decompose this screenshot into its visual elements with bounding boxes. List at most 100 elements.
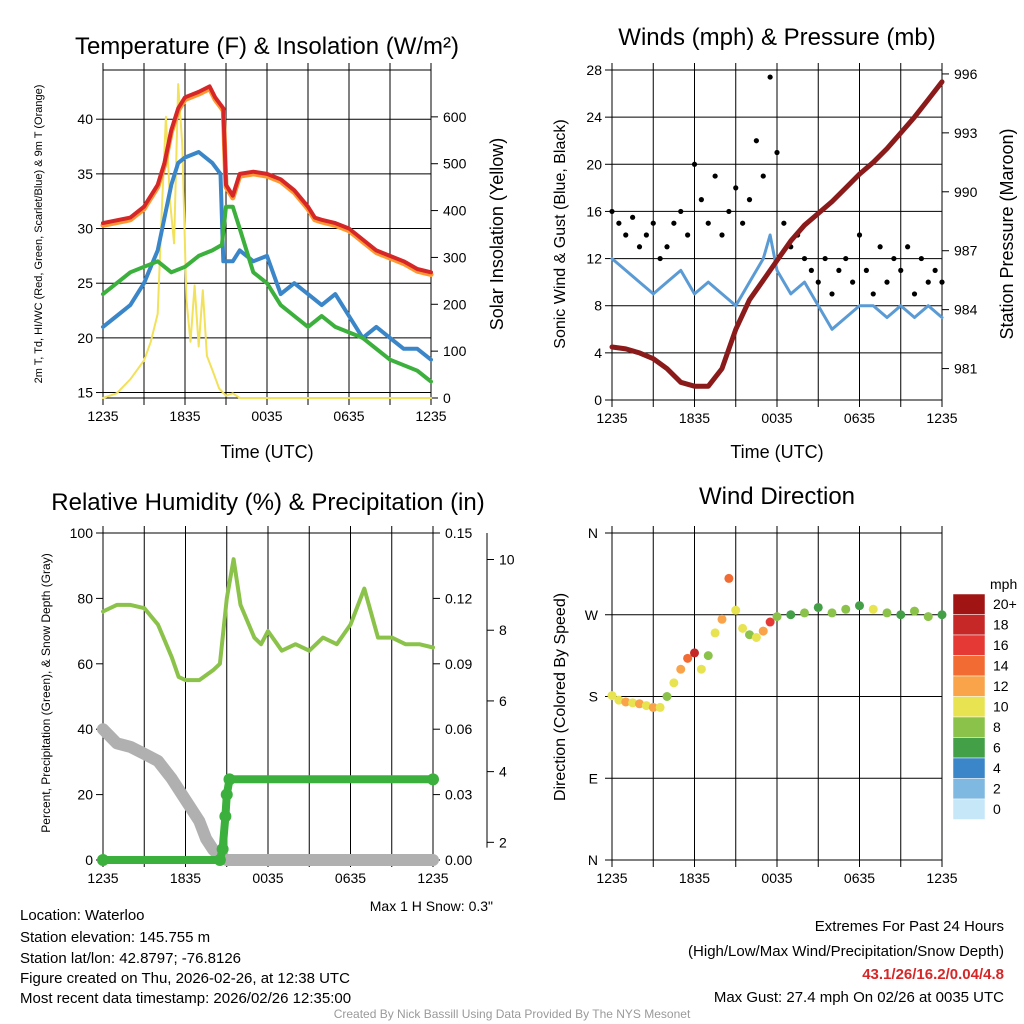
gust-point <box>733 185 739 191</box>
rh-ytick-label: 80 <box>77 590 93 606</box>
rh-y3tick-label: 8 <box>499 622 507 638</box>
temp-y2tick-label: 100 <box>443 343 467 359</box>
gust-point <box>678 208 684 215</box>
temp-ylabel-left: 2m T, Td, HI/WC (Red, Green, Scarlet/Blu… <box>33 85 45 384</box>
legend-label: 4 <box>993 760 1001 776</box>
precip-point <box>216 843 229 856</box>
dir-ytick-label: W <box>585 607 599 623</box>
gust-point <box>698 197 704 203</box>
gust-point <box>753 138 759 144</box>
direction-point <box>703 651 713 661</box>
legend-label: 18 <box>993 617 1009 633</box>
gust-point <box>870 291 876 297</box>
temp-y2tick-label: 500 <box>443 156 467 172</box>
direction-point <box>786 610 796 620</box>
direction-point <box>745 630 754 640</box>
rh-line <box>101 557 435 683</box>
gust-point <box>808 267 814 273</box>
legend-swatch <box>952 675 986 697</box>
gust-point <box>856 232 863 238</box>
rh-title: Relative Humidity (%) & Precipitation (i… <box>51 489 484 516</box>
rh-y2tick-label: 0.03 <box>445 787 472 803</box>
direction-point <box>813 602 823 612</box>
recent-timestamp: Most recent data timestamp: 2026/02/26 1… <box>20 990 352 1007</box>
direction-point <box>690 648 699 658</box>
direction-point <box>765 617 775 627</box>
gust-point <box>712 173 718 179</box>
dir-xtick-label: 1835 <box>679 870 710 886</box>
direction-point <box>655 702 665 712</box>
precip-point <box>219 810 232 823</box>
gust-point <box>630 214 636 220</box>
direction-point <box>662 692 672 701</box>
rh-ytick-label: 60 <box>77 656 93 672</box>
extremes-values: 43.1/26/16.2/0.04/4.8 <box>862 966 1004 983</box>
direction-point <box>669 678 679 688</box>
legend-label: 10 <box>993 699 1009 715</box>
dewpoint-line <box>101 204 433 384</box>
wind-xlabel: Time (UTC) <box>730 442 823 462</box>
direction-point <box>628 698 638 708</box>
gust-point <box>822 255 828 262</box>
temp-y2tick-label: 200 <box>443 296 467 312</box>
dir-title: Wind Direction <box>699 483 855 510</box>
gust-point <box>685 232 691 238</box>
rh-xtick-label: 1235 <box>87 870 118 886</box>
direction-point <box>641 701 651 711</box>
direction-point <box>868 604 878 614</box>
direction-point <box>855 601 864 611</box>
wind-title: Winds (mph) & Pressure (mb) <box>618 24 935 51</box>
wind-ytick-label: 16 <box>586 203 602 219</box>
temp-ytick-label: 30 <box>77 221 93 237</box>
direction-point <box>676 664 686 674</box>
temp-xtick-label: 0635 <box>333 408 364 424</box>
dir-xtick-label: 1235 <box>596 870 627 886</box>
wind-y2tick-label: 987 <box>954 243 978 259</box>
legend-label: 20+ <box>993 596 1017 612</box>
gust-point <box>898 267 904 273</box>
wind-ytick-label: 0 <box>594 392 602 408</box>
gust-point <box>705 220 711 226</box>
rh-y3tick-label: 4 <box>499 764 507 780</box>
wind-y2tick-label: 990 <box>954 184 978 200</box>
direction-point <box>621 697 631 707</box>
temp-ytick-label: 35 <box>77 166 93 182</box>
gust-point <box>918 255 924 262</box>
legend-label: 2 <box>993 781 1001 797</box>
legend-swatch <box>952 655 986 677</box>
direction-point <box>758 626 768 636</box>
rh-ytick-label: 40 <box>77 721 93 737</box>
legend-swatch <box>952 634 986 656</box>
temp-xtick-label: 0035 <box>251 408 282 424</box>
gust-point <box>740 220 746 226</box>
legend-label: 16 <box>993 637 1009 653</box>
rh-y2tick-label: 0.00 <box>445 852 472 868</box>
temp-y2tick-label: 0 <box>443 390 451 406</box>
station-location: Location: Waterloo <box>20 907 145 924</box>
wind-y2tick-label: 993 <box>954 125 978 141</box>
precip-point <box>223 773 236 786</box>
temp-ytick-label: 20 <box>77 330 93 346</box>
gust-point <box>636 244 643 250</box>
wind-xtick-label: 0635 <box>844 410 875 426</box>
wind-y2tick-label: 981 <box>954 361 978 377</box>
dir-xtick-label: 0035 <box>761 870 792 886</box>
wind-ytick-label: 24 <box>586 109 602 125</box>
legend-label: 12 <box>993 678 1009 694</box>
direction-point <box>710 628 720 638</box>
direction-point <box>772 612 782 622</box>
rh-xtick-label: 0635 <box>335 870 366 886</box>
rh-ytick-label: 0 <box>85 852 93 868</box>
figure-created: Figure created on Thu, 2026-02-26, at 12… <box>20 970 350 987</box>
footer-credit: Created By Nick Bassill Using Data Provi… <box>333 1007 691 1021</box>
dir-ytick-label: N <box>588 525 598 541</box>
legend-label: 8 <box>993 719 1001 735</box>
dir-xtick-label: 0635 <box>844 870 875 886</box>
gust-point <box>911 291 918 297</box>
wind-y2tick-label: 984 <box>954 302 978 318</box>
direction-point <box>923 612 933 622</box>
legend-swatch <box>952 798 986 820</box>
direction-point <box>635 699 644 709</box>
wind-ylabel-left: Sonic Wind & Gust (Blue, Black) <box>552 119 569 348</box>
